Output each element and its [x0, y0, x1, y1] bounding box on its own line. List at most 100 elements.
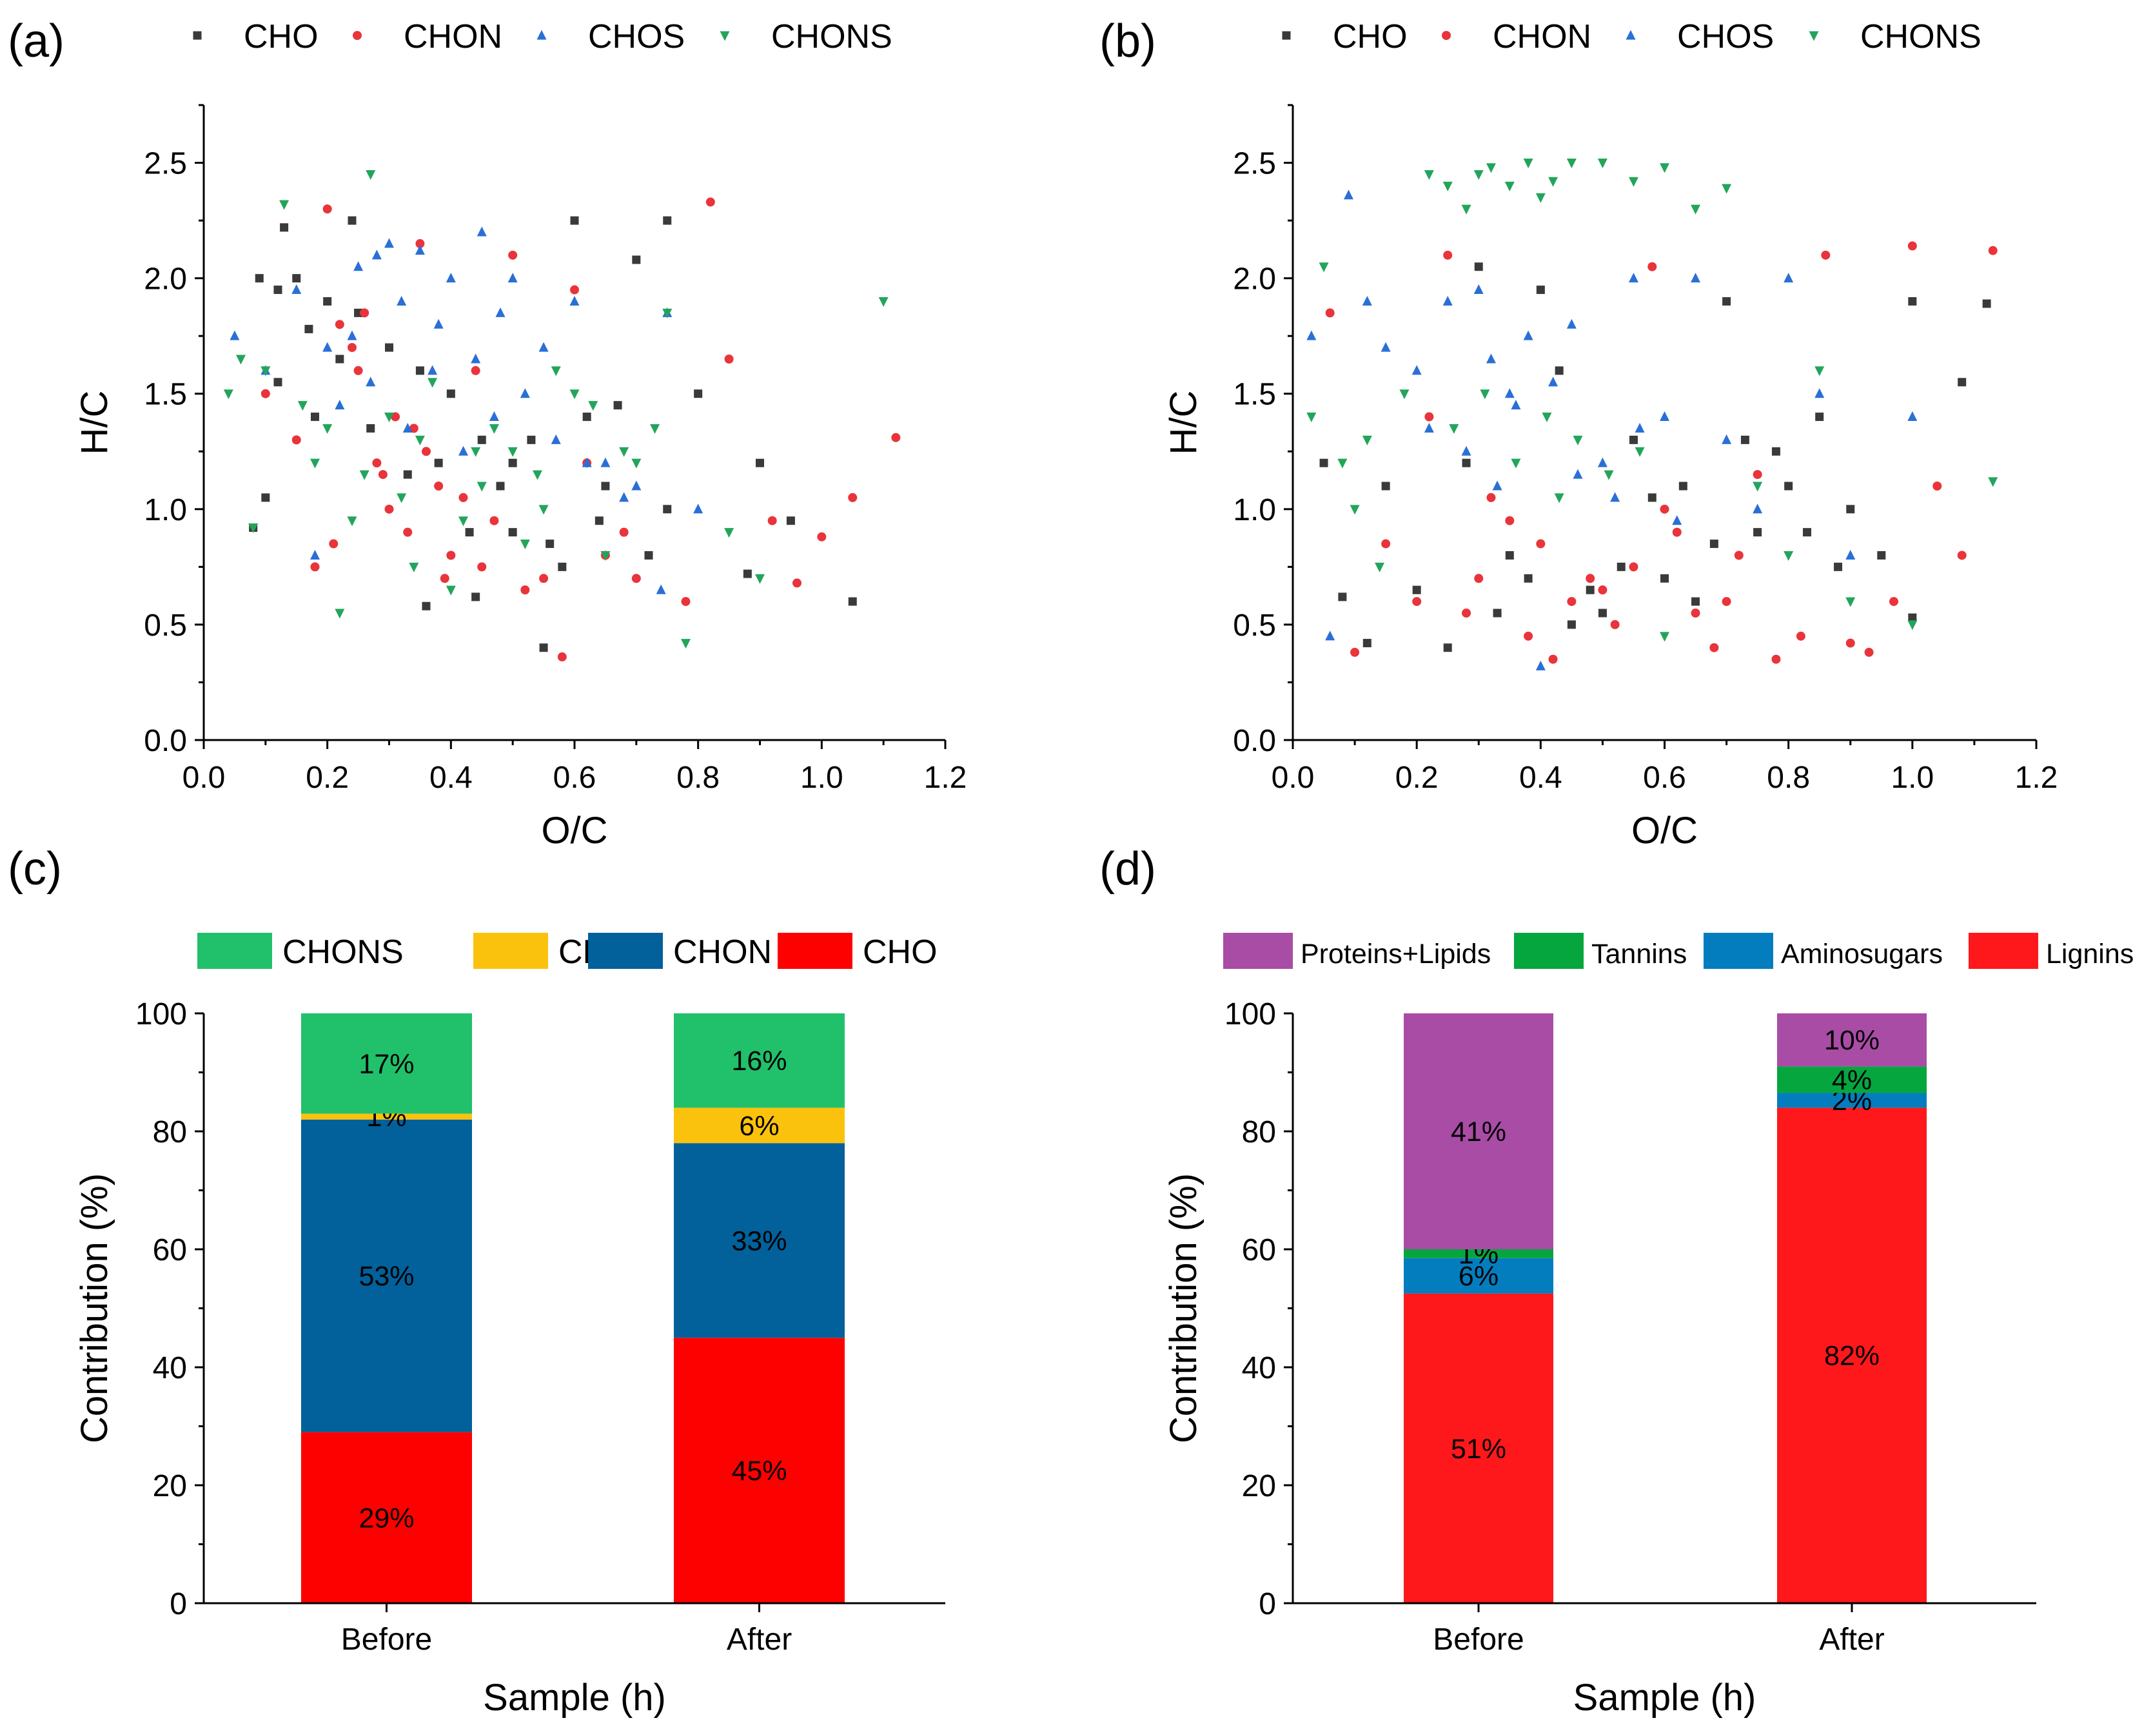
data-point: [1907, 620, 1918, 630]
data-point: [1598, 585, 1607, 595]
y-tick-label: 0.0: [144, 724, 187, 758]
data-point: [1412, 585, 1421, 594]
x-axis-title: Sample (h): [483, 1677, 666, 1719]
data-point: [446, 273, 456, 283]
data-point: [273, 378, 282, 387]
data-point: [415, 239, 425, 248]
data-point: [1523, 159, 1533, 169]
data-point: [292, 274, 301, 283]
x-axis-title: Sample (h): [1573, 1677, 1756, 1719]
x-tick-label: 0.8: [1767, 761, 1810, 795]
data-point: [1814, 388, 1825, 398]
data-point: [1722, 597, 1731, 607]
bar-panel-c: (c)CHONSCHOSCHONCHO29%53%1%17%Before45%3…: [8, 843, 945, 1719]
legend-label-chon: CHON: [404, 18, 502, 55]
y-tick-label: 80: [1242, 1115, 1276, 1149]
data-point: [1473, 284, 1484, 295]
legend-swatch: [1223, 933, 1293, 969]
data-point: [409, 562, 419, 572]
data-point: [662, 308, 673, 318]
data-point: [385, 343, 393, 352]
bar-segment: [674, 1338, 845, 1603]
data-point: [428, 378, 438, 388]
legend: CHO CHON CHOS CHONS: [193, 18, 892, 55]
bar-segment: [301, 1119, 472, 1432]
data-point: [1381, 539, 1391, 549]
data-point: [348, 216, 357, 225]
data-point: [520, 540, 530, 550]
data-point: [767, 516, 777, 525]
data-point: [1375, 562, 1385, 572]
data-point: [1691, 597, 1700, 606]
series-cho: [249, 216, 857, 652]
panel-label: (b): [1099, 15, 1156, 67]
y-tick-label: 100: [1224, 997, 1276, 1031]
data-point: [471, 592, 480, 601]
data-point: [1461, 204, 1471, 215]
data-point: [663, 216, 672, 225]
bar-data-label: 51%: [1451, 1434, 1506, 1465]
data-point: [353, 261, 364, 271]
legend-label: CHO: [863, 933, 938, 971]
y-tick-label: 0: [170, 1587, 187, 1621]
bar-segment: [1777, 1066, 1927, 1093]
legend-swatch: [1704, 933, 1773, 969]
data-point: [223, 389, 233, 400]
data-point: [415, 245, 425, 255]
data-point: [1753, 470, 1762, 480]
data-point: [1542, 413, 1552, 423]
data-point: [458, 445, 468, 456]
data-point: [248, 523, 259, 533]
data-point: [366, 424, 375, 433]
legend-swatch: [197, 933, 272, 969]
data-point: [471, 447, 481, 457]
data-point: [1493, 609, 1502, 618]
data-point: [280, 223, 289, 232]
data-point: [360, 308, 369, 318]
data-point: [1932, 482, 1942, 491]
bar-segment: [1404, 1293, 1553, 1603]
x-tick-label: 0.4: [429, 761, 473, 795]
bar-segment: [1404, 1249, 1553, 1258]
data-point: [1597, 457, 1607, 467]
y-tick-label: 100: [135, 997, 187, 1031]
data-point: [1629, 435, 1638, 444]
data-point: [551, 434, 561, 444]
data-point: [1462, 458, 1471, 467]
data-point: [1362, 295, 1372, 306]
data-point: [848, 597, 857, 606]
data-point: [1343, 190, 1353, 200]
data-point: [1492, 480, 1502, 491]
legend-label-chons: CHONS: [771, 18, 892, 55]
data-point: [619, 492, 629, 502]
data-point: [631, 458, 642, 469]
data-point: [446, 551, 456, 560]
data-point: [1424, 422, 1434, 433]
data-point: [230, 330, 240, 340]
data-point: [1617, 562, 1626, 571]
data-point: [322, 204, 332, 214]
legend-marker-chons: [1809, 31, 1819, 41]
data-point: [384, 413, 394, 423]
data-point: [397, 493, 407, 503]
data-point: [1635, 447, 1645, 457]
x-axis-title: O/C: [1631, 810, 1698, 852]
x-tick-label: 1.0: [1891, 761, 1934, 795]
bar-data-label: 16%: [731, 1046, 787, 1077]
y-axis-title: Contribution (%): [74, 1173, 115, 1443]
y-tick-label: 40: [1242, 1351, 1276, 1385]
legend-label-cho: CHO: [244, 18, 319, 55]
data-point: [261, 493, 270, 502]
data-point: [569, 389, 580, 400]
y-axis-title: Contribution (%): [1163, 1173, 1204, 1443]
bar-data-label: 82%: [1824, 1341, 1880, 1372]
y-tick-label: 0.5: [144, 609, 187, 643]
data-point: [1449, 424, 1459, 434]
data-point: [1629, 562, 1638, 572]
data-point: [817, 532, 827, 541]
data-point: [1350, 505, 1360, 515]
legend-label-chons: CHONS: [1860, 18, 1981, 55]
data-point: [1504, 181, 1515, 191]
data-point: [631, 574, 641, 583]
legend-marker-cho: [1282, 31, 1291, 40]
